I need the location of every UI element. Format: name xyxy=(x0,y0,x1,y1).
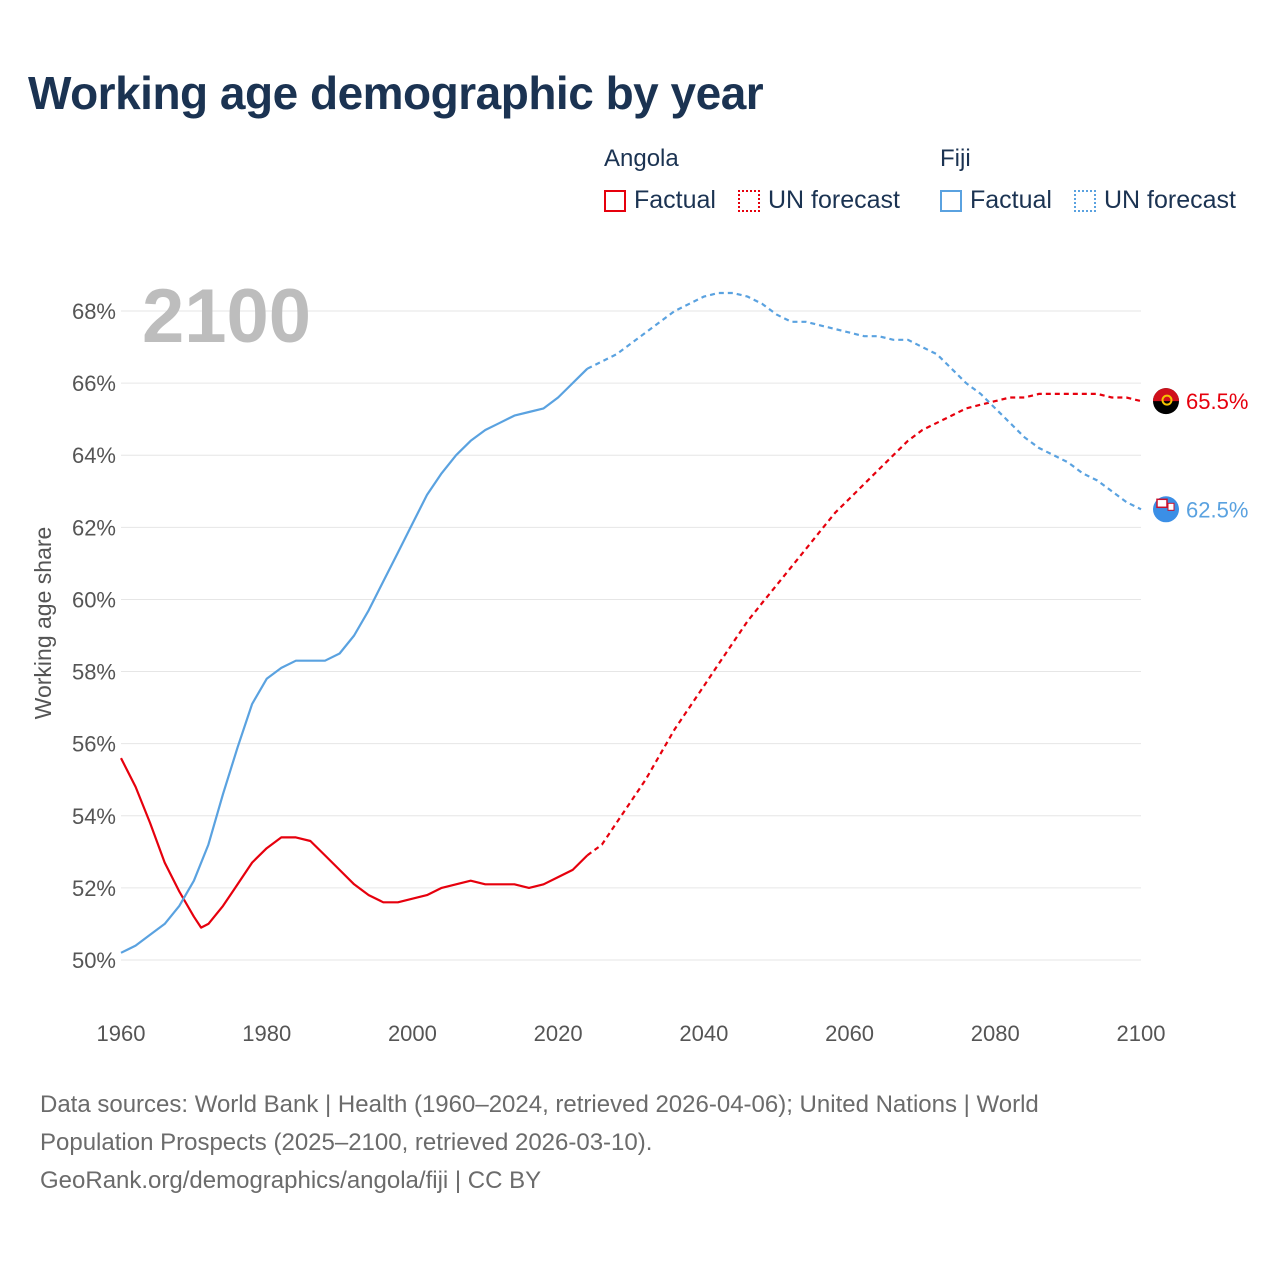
legend-item-angola-factual[interactable]: Factual xyxy=(604,186,716,215)
footer-sources-line1: Data sources: World Bank | Health (1960–… xyxy=(40,1091,1039,1118)
y-tick-label: 62% xyxy=(72,515,116,540)
y-axis-title: Working age share xyxy=(30,527,56,720)
legend-item-fiji-forecast[interactable]: UN forecast xyxy=(1074,186,1236,215)
gridlines xyxy=(121,310,1141,961)
page-title: Working age demographic by year xyxy=(28,67,764,119)
legend-item-fiji-factual[interactable]: Factual xyxy=(940,186,1052,215)
line-chart: 50% 52% 54% 56% 58% 60% 62% 64% 66% 68% 1960 1980 2… xyxy=(30,274,1248,1046)
x-tick-label: 2000 xyxy=(388,1021,437,1046)
series-line-angola-forecast[interactable] xyxy=(586,392,1142,857)
y-tick-label: 56% xyxy=(72,732,116,757)
current-year-label: 2100 xyxy=(142,274,311,359)
y-tick-label: 68% xyxy=(72,299,116,324)
end-value-label-fiji: 62.5% xyxy=(1186,497,1248,522)
footer-attribution: GeoRank.org/demographics/angola/fiji | C… xyxy=(40,1167,542,1194)
x-tick-label: 2040 xyxy=(679,1021,728,1046)
y-tick-label: 58% xyxy=(72,660,116,685)
x-tick-label: 1960 xyxy=(97,1021,146,1046)
legend-label-angola-forecast: UN forecast xyxy=(768,186,900,214)
x-tick-label: 1980 xyxy=(242,1021,291,1046)
end-markers: 65.5% 62.5% xyxy=(1153,388,1248,523)
x-tick-label: 2020 xyxy=(534,1021,583,1046)
series xyxy=(120,291,1142,954)
legend-label-angola-factual: Factual xyxy=(634,186,716,214)
series-line-angola-factual[interactable] xyxy=(120,757,589,929)
y-tick-label: 50% xyxy=(72,948,116,973)
legend-group-fiji: Fiji xyxy=(940,145,971,172)
legend-group-angola: Angola xyxy=(604,145,679,172)
x-axis-ticks: 1960 1980 2000 2020 2040 2060 2080 2100 xyxy=(97,1021,1166,1046)
legend-swatch-angola-forecast xyxy=(738,189,760,212)
footer-sources-line2: Population Prospects (2025–2100, retriev… xyxy=(40,1129,653,1156)
angola-flag-icon xyxy=(1153,388,1179,415)
legend-item-angola-forecast[interactable]: UN forecast xyxy=(738,186,900,215)
legend-swatch-angola-factual xyxy=(604,189,626,212)
y-tick-label: 64% xyxy=(72,443,116,468)
series-line-fiji-forecast[interactable] xyxy=(586,291,1142,511)
fiji-flag-icon xyxy=(1153,496,1179,523)
y-tick-label: 60% xyxy=(72,587,116,612)
legend-swatch-fiji-factual xyxy=(940,189,962,212)
y-tick-label: 52% xyxy=(72,876,116,901)
legend-label-fiji-forecast: UN forecast xyxy=(1104,186,1236,214)
y-axis-ticks: 50% 52% 54% 56% 58% 60% 62% 64% 66% 68% xyxy=(72,299,116,973)
y-tick-label: 66% xyxy=(72,371,116,396)
x-tick-label: 2060 xyxy=(825,1021,874,1046)
series-line-fiji-factual[interactable] xyxy=(120,367,589,954)
x-tick-label: 2100 xyxy=(1117,1021,1166,1046)
footer: Data sources: World Bank | Health (1960–… xyxy=(40,1086,1240,1200)
x-tick-label: 2080 xyxy=(971,1021,1020,1046)
legend-swatch-fiji-forecast xyxy=(1074,189,1096,212)
y-tick-label: 54% xyxy=(72,804,116,829)
end-value-label-angola: 65.5% xyxy=(1186,389,1248,414)
legend-label-fiji-factual: Factual xyxy=(970,186,1052,214)
